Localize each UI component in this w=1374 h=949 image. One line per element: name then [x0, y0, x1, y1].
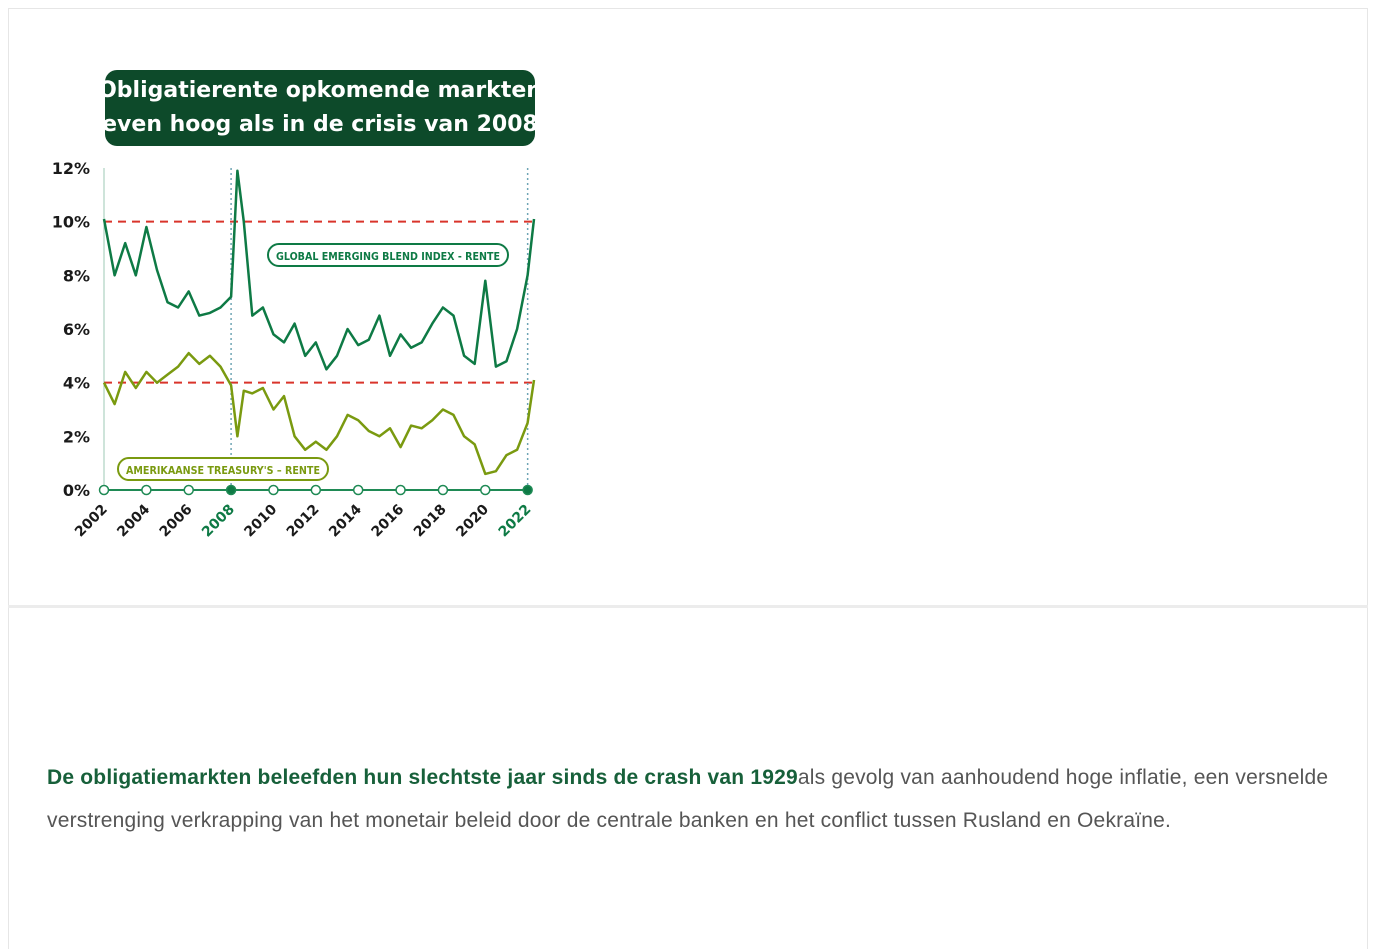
x-tick-label: 2022: [496, 502, 535, 541]
legend-box: [267, 243, 509, 267]
x-tick-label: 2002: [72, 502, 111, 541]
y-tick-label: 10%: [52, 213, 90, 232]
series-line: [102, 169, 536, 371]
x-tick-label: 2004: [114, 501, 153, 540]
x-tick-label: 2016: [369, 502, 408, 541]
x-tick-mark: [352, 484, 364, 496]
paragraph: De obligatiemarkten beleefden hun slecht…: [47, 756, 1347, 842]
legend-box: [117, 457, 329, 481]
paragraph-text: als gevolg van aanhoudend hoge inflatie,…: [47, 766, 1329, 832]
x-tick-mark: [395, 484, 406, 496]
x-tick-mark: [225, 484, 237, 496]
y-tick-label: 0%: [63, 481, 90, 500]
title-box: [105, 70, 535, 146]
y-tick-label: 8%: [63, 266, 90, 285]
chart-title: even hoog als in de crisis van 2008: [102, 112, 538, 137]
y-tick-label: 6%: [63, 320, 90, 339]
separator: [8, 605, 1368, 608]
x-tick-mark: [183, 484, 194, 496]
x-tick-label: 2012: [284, 502, 323, 541]
x-tick-mark: [141, 484, 152, 496]
x-tick-mark: [480, 484, 491, 496]
x-tick-mark: [522, 484, 533, 496]
x-tick-mark: [268, 484, 279, 496]
y-tick-label: 4%: [63, 374, 90, 393]
x-tick-label: 2020: [453, 501, 492, 540]
chart: Obligatierente opkomende markten even ho…: [51, 70, 542, 541]
legend-label: GLOBAL EMERGING BLEND INDEX - RENTE: [276, 250, 500, 263]
x-tick-label: 2008: [199, 502, 238, 541]
legend-label: AMERIKAANSE TREASURY'S – RENTE: [126, 464, 320, 477]
card: [8, 8, 1368, 949]
x-tick-label: 2006: [157, 502, 196, 541]
y-tick-label: 2%: [63, 427, 90, 446]
x-tick-mark: [310, 484, 322, 496]
series-line: [102, 351, 536, 476]
paragraph-bold: De obligatiemarkten beleefden hun slecht…: [47, 766, 798, 789]
chart-title: Obligatierente opkomende markten: [98, 78, 542, 103]
x-tick-mark: [98, 484, 110, 496]
x-tick-label: 2018: [411, 502, 450, 541]
x-tick-mark: [437, 484, 449, 496]
x-tick-label: 2014: [326, 501, 365, 540]
y-tick-label: 12%: [52, 159, 90, 178]
x-tick-label: 2010: [241, 501, 280, 540]
